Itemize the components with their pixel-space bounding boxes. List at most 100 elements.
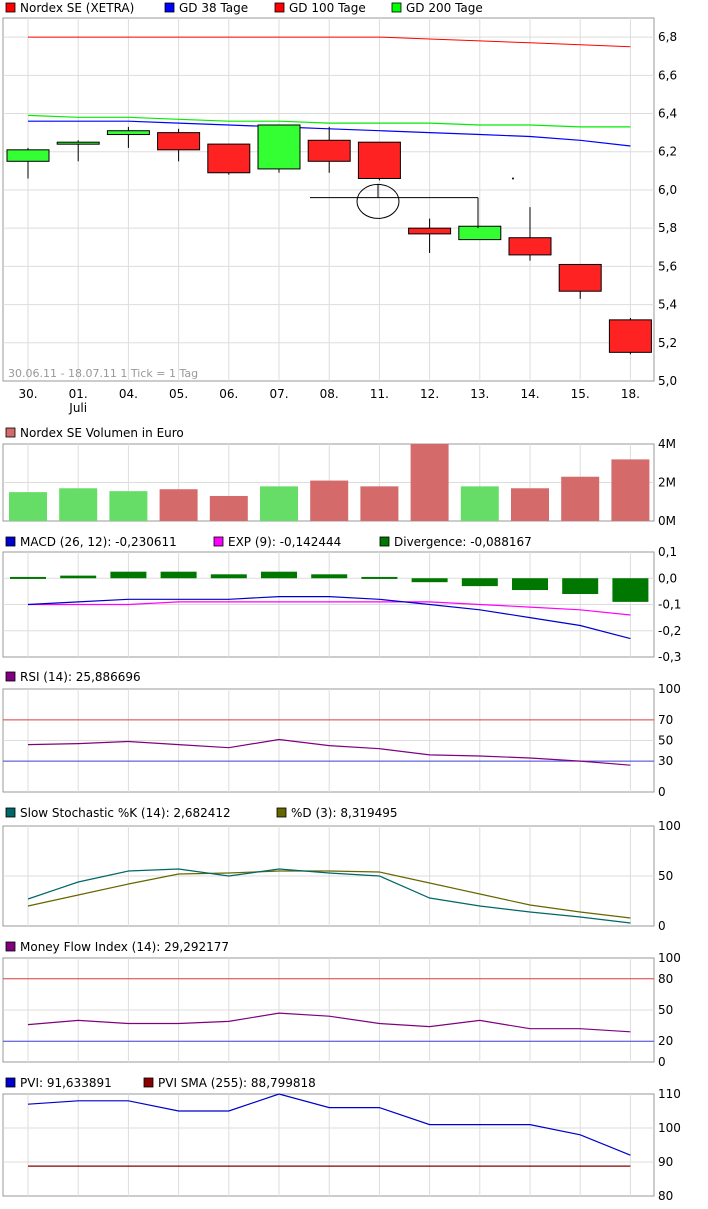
volume-bar [360,486,399,521]
candle-body [357,141,401,179]
legend-label: Money Flow Index (14): 29,292177 [20,940,229,954]
legend-label: GD 100 Tage [289,1,366,15]
y-tick-label: 80 [658,972,673,986]
x-subtick-label: Juli [68,401,87,415]
candle-body [6,149,50,162]
volume-bar [410,444,449,521]
panel-frame [2,17,655,382]
y-tick-label: 110 [658,1087,681,1101]
legend-swatch [5,1077,16,1088]
divergence-bar [512,578,548,591]
candle-body [56,141,100,145]
legend-swatch [5,807,16,818]
legend-swatch [5,941,16,952]
panel-frame [2,1093,655,1197]
divergence-bar [160,571,197,579]
candle-body [257,124,301,170]
divergence-bar [110,571,147,579]
stoch-k-line [27,868,631,924]
y-tick-label: 5,8 [658,221,677,235]
y-tick-label: -0,1 [658,598,681,612]
volume-bar [460,486,499,521]
volume-bar [260,486,298,521]
legend-swatch [276,807,287,818]
divergence-bar [612,578,649,602]
legend-label: Nordex SE Volumen in Euro [20,426,184,440]
y-tick-label: 5,4 [658,298,677,312]
x-tick-label: 04. [119,387,138,401]
y-tick-label: 0,0 [658,571,677,585]
legend-1: Nordex SE Volumen in Euro [5,426,184,440]
y-tick-label: 5,6 [658,259,677,273]
legend-label: PVI: 91,633891 [20,1076,112,1090]
y-tick-label: -0,3 [658,650,681,664]
legend-label: EXP (9): -0,142444 [228,535,341,549]
mfi-line [27,1012,631,1033]
divergence-bar [261,571,297,579]
legend-swatch [213,536,224,547]
x-tick-label: 05. [169,387,188,401]
y-tick-label: 30 [658,754,673,768]
volume-bar [9,492,47,521]
y-tick-label: 0 [658,919,666,933]
y-tick-label: 80 [658,1189,673,1203]
y-tick-label: 0M [658,514,676,528]
y-tick-label: 90 [658,1155,673,1169]
y-tick-label: 6,2 [658,145,677,159]
panel-4: 100 50 0 [2,819,681,933]
y-tick-label: 6,6 [658,68,677,82]
y-tick-label: 70 [658,713,673,727]
x-tick-label: 01. [69,387,88,401]
y-tick-label: 6,4 [658,107,677,121]
annotation-dot [512,177,514,180]
legend-label: %D (3): 8,319495 [291,806,398,820]
legend-swatch [379,536,390,547]
volume-bar [611,459,650,521]
y-tick-label: 0,1 [658,545,677,559]
candle-body [458,225,502,241]
divergence-bar [311,574,348,579]
divergence-bar [210,574,247,579]
x-tick-label: 13. [470,387,489,401]
panel-5: 100 80 50 20 0 [2,951,681,1069]
y-tick-label: -0,2 [658,624,681,638]
legend-3: RSI (14): 25,886696 [5,670,141,684]
legend-swatch [5,671,16,682]
panel-6: 110 100 90 80 [2,1087,681,1203]
volume-bar [159,489,198,521]
y-tick-label: 100 [658,682,681,696]
legend-5: Money Flow Index (14): 29,292177 [5,940,229,954]
y-tick-label: 5,0 [658,374,677,388]
y-tick-label: 4M [658,437,676,451]
divergence-bar [562,578,599,594]
legend-label: Divergence: -0,088167 [394,535,532,549]
candle-body [157,132,201,151]
y-tick-label: 100 [658,951,681,965]
x-tick-label: 06. [219,387,238,401]
volume-bar [59,488,98,521]
x-tick-label: 18. [621,387,640,401]
candle-body [207,143,251,174]
pvi-line [27,1093,631,1156]
candle-body [608,319,652,353]
candle-body [408,227,452,235]
y-tick-label: 100 [658,1121,681,1135]
y-tick-label: 0 [658,785,666,799]
volume-bar [511,488,549,521]
legend-6: PVI: 91,633891 PVI SMA (255): 88,799818 [5,1076,316,1090]
legend-swatch [164,2,175,13]
volume-bar [109,491,148,521]
legend-label: GD 38 Tage [179,1,248,15]
volume-bar [561,476,600,521]
date-range-label: 30.06.11 - 18.07.11 1 Tick = 1 Tag [8,367,198,380]
exp-line [28,601,631,616]
x-tick-label: 12. [420,387,439,401]
legend-label: Slow Stochastic %K (14): 2,682412 [20,806,231,820]
stoch-d-line [27,870,631,919]
candle-body [558,263,602,292]
rsi-line [27,738,631,766]
divergence-bar [60,575,97,579]
legend-label: PVI SMA (255): 88,799818 [158,1076,316,1090]
gd200-line [27,114,631,128]
